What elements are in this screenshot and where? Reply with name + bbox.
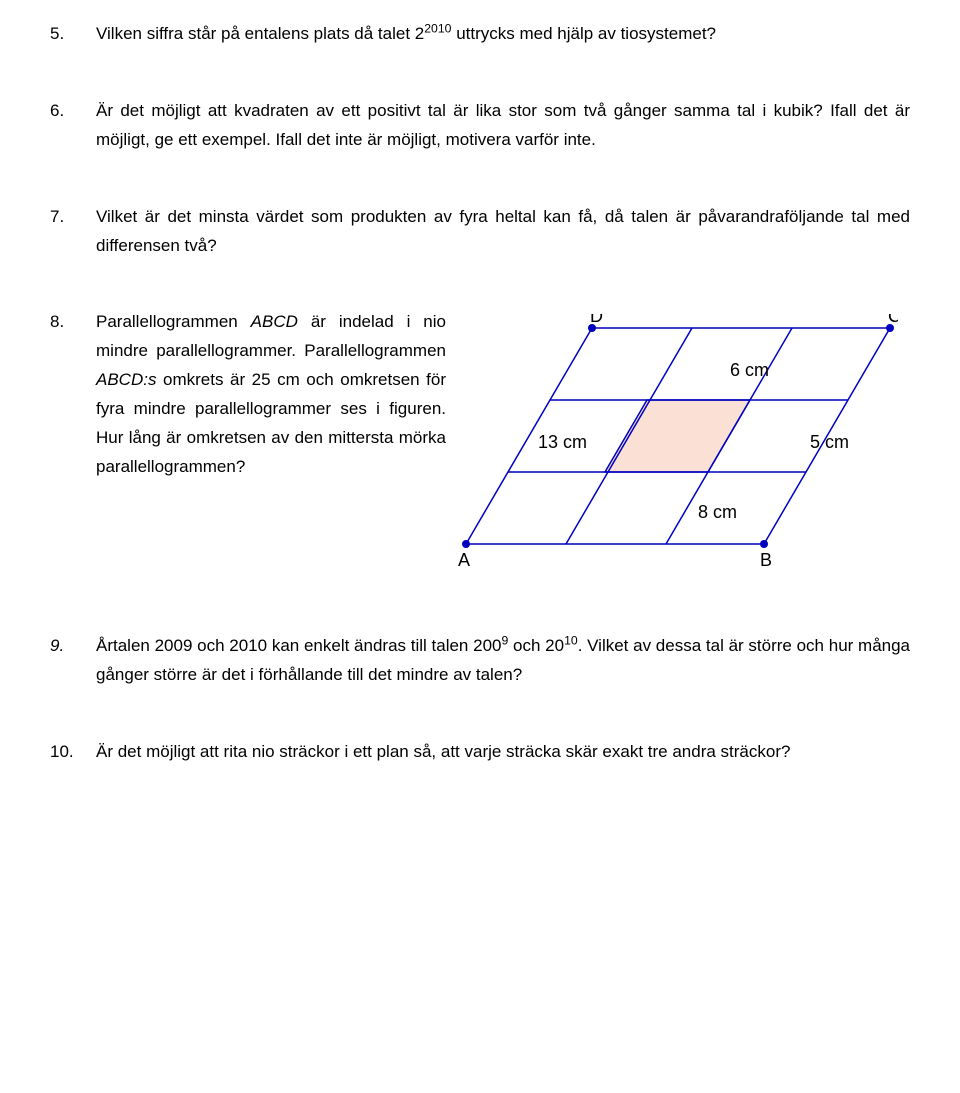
problem-number: 6. <box>50 97 96 155</box>
text: Parallellogrammen <box>96 312 251 331</box>
problem-body: Vilken siffra står på entalens plats då … <box>96 20 910 49</box>
text: och 20 <box>508 636 564 655</box>
problem-text: Parallellogrammen ABCD är indelad i nio … <box>96 308 446 481</box>
problem-8: 8. Parallellogrammen ABCD är indelad i n… <box>50 308 910 584</box>
variable: ABCD:s <box>96 370 156 389</box>
superscript: 2010 <box>424 21 451 35</box>
problem-body: Parallellogrammen ABCD är indelad i nio … <box>96 308 910 584</box>
text: uttrycks med hjälp av tiosystemet? <box>451 24 716 43</box>
text: Årtalen 2009 och 2010 kan enkelt ändras … <box>96 636 501 655</box>
parallelogram-svg: D C A B 6 cm 13 cm 5 cm 8 cm <box>458 314 898 584</box>
superscript: 10 <box>564 634 578 648</box>
svg-text:D: D <box>590 314 603 326</box>
problem-9: 9. Årtalen 2009 och 2010 kan enkelt ändr… <box>50 632 910 690</box>
page: 5. Vilken siffra står på entalens plats … <box>0 0 960 855</box>
problem-7: 7. Vilket är det minsta värdet som produ… <box>50 203 910 261</box>
svg-text:6 cm: 6 cm <box>730 360 769 380</box>
variable: ABCD <box>251 312 298 331</box>
svg-text:8 cm: 8 cm <box>698 502 737 522</box>
text: Vilken siffra står på entalens plats då … <box>96 24 424 43</box>
svg-text:5 cm: 5 cm <box>810 432 849 452</box>
svg-text:C: C <box>888 314 898 326</box>
problem-6: 6. Är det möjligt att kvadraten av ett p… <box>50 97 910 155</box>
problem-number: 9. <box>50 632 96 690</box>
problem-number: 7. <box>50 203 96 261</box>
problem-body: Är det möjligt att rita nio sträckor i e… <box>96 738 910 767</box>
problem-5: 5. Vilken siffra står på entalens plats … <box>50 20 910 49</box>
problem-body: Årtalen 2009 och 2010 kan enkelt ändras … <box>96 632 910 690</box>
problem-number: 5. <box>50 20 96 49</box>
svg-text:B: B <box>760 550 772 570</box>
problem-number: 10. <box>50 738 96 767</box>
svg-text:13 cm: 13 cm <box>538 432 587 452</box>
svg-text:A: A <box>458 550 470 570</box>
problem-number: 8. <box>50 308 96 584</box>
problem-body: Vilket är det minsta värdet som produkte… <box>96 203 910 261</box>
problem-10: 10. Är det möjligt att rita nio sträckor… <box>50 738 910 767</box>
parallelogram-figure: D C A B 6 cm 13 cm 5 cm 8 cm <box>458 308 910 584</box>
problem-body: Är det möjligt att kvadraten av ett posi… <box>96 97 910 155</box>
